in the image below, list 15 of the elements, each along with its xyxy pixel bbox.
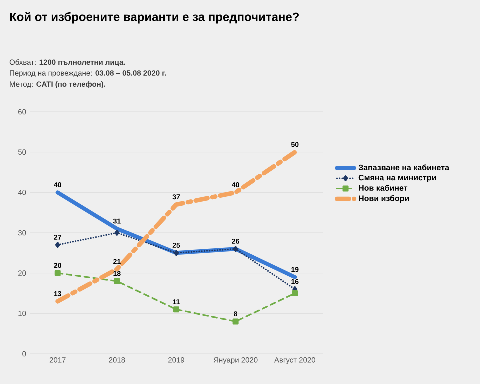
line-series <box>56 150 298 304</box>
point <box>114 278 120 284</box>
point <box>232 318 239 325</box>
legend-label: Запазване на кабинета <box>358 164 450 171</box>
point <box>114 230 120 236</box>
chart-title: Кой от изброените варианти е за предпочитане? <box>10 12 300 24</box>
legend-label: Нови избори <box>359 195 410 203</box>
legend-label: Смяна на министри <box>358 174 436 182</box>
point <box>233 246 238 252</box>
point <box>55 242 60 248</box>
legend-label: Нов кабинет <box>359 185 408 192</box>
point <box>174 250 179 256</box>
point <box>54 270 61 276</box>
point <box>174 306 180 313</box>
point <box>292 290 298 297</box>
